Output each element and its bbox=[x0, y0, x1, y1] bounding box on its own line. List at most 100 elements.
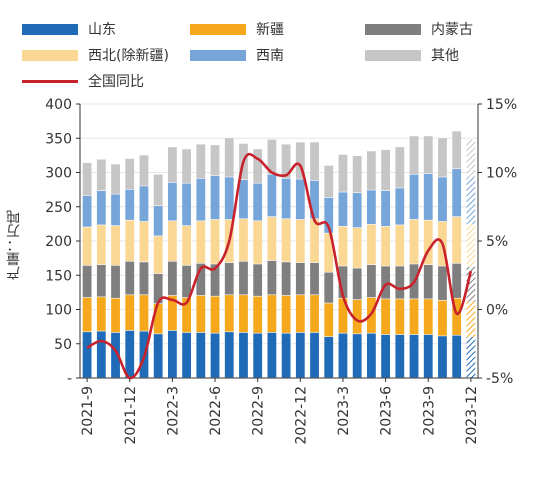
bar-segment bbox=[281, 144, 291, 179]
bar-segment bbox=[182, 225, 192, 266]
legend-label: 其他 bbox=[431, 48, 459, 64]
legend-item-shandong: 山东 bbox=[22, 19, 116, 39]
left-tick-label: 400 bbox=[45, 97, 72, 113]
bar-segment bbox=[395, 188, 405, 225]
legend-swatch bbox=[365, 23, 421, 35]
bar-segment bbox=[452, 335, 462, 378]
legend-item-qita: 其他 bbox=[365, 45, 459, 65]
bar-segment bbox=[167, 147, 177, 183]
bar-segment bbox=[182, 297, 192, 333]
left-tick-label: 200 bbox=[45, 234, 72, 250]
bar-segment bbox=[82, 162, 92, 196]
bar-segment bbox=[139, 186, 149, 222]
bar-segment bbox=[196, 295, 206, 333]
bar-segment bbox=[423, 264, 433, 299]
x-tick-label: 2022-6 bbox=[208, 386, 224, 436]
legend-swatch bbox=[365, 49, 421, 61]
bar-segment bbox=[452, 263, 462, 298]
bar-segment bbox=[324, 272, 334, 303]
bar-segment bbox=[210, 145, 220, 176]
bar-segment bbox=[281, 262, 291, 296]
bar-segment bbox=[153, 334, 163, 378]
bar-segment bbox=[224, 138, 234, 177]
chart-bars bbox=[82, 131, 476, 378]
bar-segment bbox=[111, 225, 120, 266]
bar-segment bbox=[310, 142, 319, 181]
bar-segment bbox=[395, 225, 405, 266]
bar-segment bbox=[167, 261, 177, 296]
bar-segment bbox=[409, 219, 419, 264]
bar-segment bbox=[111, 332, 120, 378]
bar-segment bbox=[139, 262, 149, 295]
left-tick-label: 50 bbox=[54, 337, 72, 353]
bar-segment bbox=[366, 151, 376, 190]
bar-segment bbox=[125, 189, 135, 220]
bar-segment bbox=[82, 227, 92, 266]
bar-segment bbox=[196, 178, 206, 221]
bar-segment bbox=[452, 169, 462, 217]
bar-segment bbox=[310, 332, 319, 378]
left-tick-label: 100 bbox=[45, 303, 72, 319]
bar-segment bbox=[338, 266, 348, 298]
bar-segment bbox=[310, 295, 319, 333]
legend: 山东 新疆 内蒙古 西北(除新疆) 西南 其他 全国同比 bbox=[0, 0, 550, 100]
bar-segment bbox=[253, 264, 263, 296]
bar-segment bbox=[295, 332, 305, 378]
x-tick-label: 2022-3 bbox=[165, 386, 181, 436]
bar-segment bbox=[395, 266, 405, 299]
legend-label: 全国同比 bbox=[88, 74, 144, 90]
right-axis-ticks: -5% 0% 5% 10% 15% bbox=[478, 97, 517, 387]
bar-segment bbox=[409, 174, 419, 220]
legend-swatch bbox=[22, 23, 78, 35]
bar-segment bbox=[366, 333, 376, 378]
bar-segment bbox=[395, 299, 405, 335]
bar-segment bbox=[310, 262, 319, 295]
bar-segment bbox=[96, 159, 106, 191]
bar-segment bbox=[267, 174, 277, 217]
legend-label: 内蒙古 bbox=[431, 22, 473, 38]
bar-segment bbox=[196, 332, 206, 378]
legend-line-swatch bbox=[22, 79, 78, 83]
bar-segment bbox=[125, 295, 135, 331]
legend-item-xibei: 西北(除新疆) bbox=[22, 45, 169, 65]
bar-segment bbox=[352, 193, 362, 228]
bar-segment bbox=[239, 180, 248, 219]
legend-label: 新疆 bbox=[256, 22, 284, 38]
bar-segment bbox=[352, 156, 362, 193]
bar-segment bbox=[182, 332, 192, 378]
bar-segment bbox=[281, 178, 291, 219]
bar-segment bbox=[352, 334, 362, 378]
bar-segment bbox=[167, 295, 177, 331]
left-tick-label: - bbox=[67, 371, 72, 387]
bar-segment bbox=[196, 221, 206, 264]
bar-segment bbox=[409, 136, 419, 174]
legend-item-neimenggu: 内蒙古 bbox=[365, 19, 473, 39]
x-tick-label: 2023-9 bbox=[421, 386, 437, 436]
bar-segment bbox=[196, 263, 206, 296]
bar-segment bbox=[239, 332, 248, 378]
bar-segment bbox=[381, 266, 391, 299]
bar-segment bbox=[111, 298, 120, 333]
bar-segment bbox=[96, 264, 106, 297]
bar-segment bbox=[381, 334, 391, 378]
right-tick-label: 5% bbox=[486, 234, 508, 250]
bar-segment bbox=[295, 142, 305, 179]
bar-segment bbox=[224, 295, 234, 332]
bar-segment bbox=[295, 219, 305, 263]
bar-segment bbox=[210, 296, 220, 333]
bar-segment bbox=[210, 175, 220, 220]
bar-segment bbox=[210, 333, 220, 378]
bar-segment bbox=[111, 194, 120, 226]
bar-segment bbox=[139, 155, 149, 186]
bar-segment bbox=[366, 190, 376, 224]
legend-swatch bbox=[190, 23, 246, 35]
x-tick-label: 2022-9 bbox=[251, 386, 267, 436]
bar-segment bbox=[167, 330, 177, 378]
bar-segment bbox=[182, 149, 192, 183]
bar-segment bbox=[281, 295, 291, 333]
bar-segment bbox=[111, 164, 120, 194]
bar-segment bbox=[423, 299, 433, 335]
bar-segment bbox=[125, 330, 135, 378]
bar-segment bbox=[324, 303, 334, 337]
bar-segment bbox=[324, 165, 334, 198]
